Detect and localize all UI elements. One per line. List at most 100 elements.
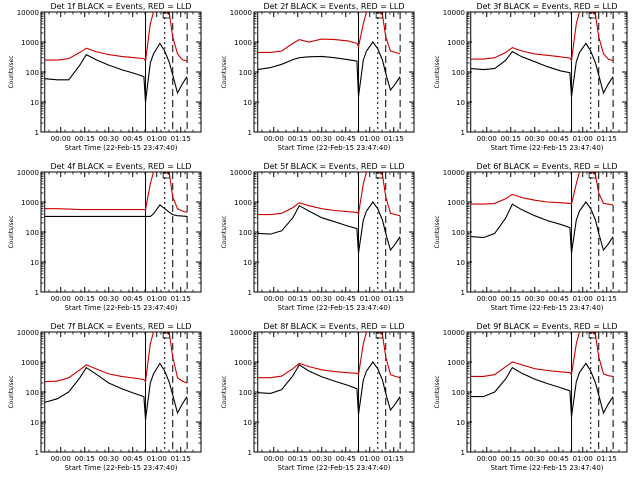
x-axis-label: Start Time (22-Feb-15 23:47:40) (64, 464, 177, 472)
series-line-lld (44, 172, 188, 213)
chart-title: Det 9f BLACK = Events, RED = LLD (476, 322, 617, 331)
y-tick-label: 10000 (443, 329, 465, 337)
x-tick-label: 00:15 (288, 455, 308, 463)
y-tick-label: 10 (456, 419, 465, 427)
chart-panel-9: Det 9f BLACK = Events, RED = LLD 1 10 100 10… (434, 322, 628, 472)
y-tick-label: 1000 (447, 39, 465, 47)
x-tick-label: 01:00 (360, 455, 380, 463)
plot-frame (253, 331, 415, 453)
y-tick-label: 1 (461, 129, 465, 137)
x-tick-label: 00:45 (549, 295, 569, 303)
x-axis-label: Start Time (22-Feb-15 23:47:40) (64, 144, 177, 152)
y-tick-label: 1 (35, 449, 39, 457)
x-axis-label: Start Time (22-Feb-15 23:47:40) (277, 464, 390, 472)
series-line-events (44, 362, 188, 420)
y-tick-label: 1000 (21, 359, 39, 367)
y-tick-label: 1 (248, 449, 252, 457)
y-tick-label: 1000 (234, 359, 252, 367)
x-tick-label: 00:45 (549, 135, 569, 143)
y-tick-label: 10 (30, 419, 39, 427)
chart-panel-4: Det 4f BLACK = Events, RED = LLD 1 10 100 10… (8, 162, 202, 312)
y-axis-label: Counts/sec (434, 215, 441, 248)
plot-frame (466, 171, 628, 293)
y-tick-label: 100 (239, 229, 252, 237)
x-tick-label: 01:15 (171, 455, 191, 463)
y-tick-label: 10000 (230, 329, 252, 337)
y-tick-label: 10000 (17, 9, 39, 17)
y-axis-label: Counts/sec (8, 215, 15, 248)
chart-panel-6: Det 6f BLACK = Events, RED = LLD 1 10 100 10… (434, 162, 628, 312)
x-tick-label: 00:00 (264, 295, 284, 303)
y-tick-label: 10000 (230, 9, 252, 17)
chart-title: Det 8f BLACK = Events, RED = LLD (263, 322, 404, 331)
y-tick-label: 10000 (443, 169, 465, 177)
x-tick-label: 01:15 (171, 295, 191, 303)
x-tick-label: 00:15 (501, 135, 521, 143)
x-tick-label: 01:15 (597, 295, 617, 303)
series-line-events (44, 42, 188, 103)
x-axis-label: Start Time (22-Feb-15 23:47:40) (490, 144, 603, 152)
y-tick-label: 1 (35, 289, 39, 297)
y-axis-label: Counts/sec (8, 375, 15, 408)
x-axis-label: Start Time (22-Feb-15 23:47:40) (277, 304, 390, 312)
x-tick-label: 00:00 (477, 135, 497, 143)
x-tick-label: 00:30 (312, 135, 332, 143)
chart-title: Det 4f BLACK = Events, RED = LLD (50, 162, 191, 171)
x-tick-label: 01:00 (147, 455, 167, 463)
y-tick-label: 100 (26, 229, 39, 237)
series-line-events (257, 361, 401, 415)
x-axis-label: Start Time (22-Feb-15 23:47:40) (490, 464, 603, 472)
y-tick-label: 10 (456, 99, 465, 107)
series-line-events (470, 362, 614, 417)
y-tick-label: 10000 (17, 169, 39, 177)
x-tick-label: 01:00 (147, 295, 167, 303)
chart-panel-2: Det 2f BLACK = Events, RED = LLD 1 10 100 10… (221, 2, 415, 152)
y-axis-label: Counts/sec (221, 215, 228, 248)
series-line-events (44, 204, 188, 217)
series-line-events (257, 201, 401, 254)
x-tick-label: 00:30 (525, 295, 545, 303)
x-tick-label: 00:30 (525, 455, 545, 463)
x-tick-label: 00:30 (99, 455, 119, 463)
x-tick-label: 01:15 (597, 135, 617, 143)
series-line-events (470, 201, 614, 254)
y-tick-label: 1000 (21, 199, 39, 207)
y-tick-label: 100 (239, 69, 252, 77)
y-tick-label: 10000 (17, 329, 39, 337)
y-tick-label: 100 (452, 389, 465, 397)
plot-frame (253, 11, 415, 133)
y-tick-label: 100 (26, 69, 39, 77)
y-tick-label: 1 (461, 289, 465, 297)
x-tick-label: 01:15 (171, 135, 191, 143)
y-tick-label: 10000 (443, 9, 465, 17)
y-tick-label: 1000 (234, 199, 252, 207)
y-tick-label: 10 (243, 419, 252, 427)
series-line-lld (257, 332, 401, 379)
y-tick-label: 100 (452, 69, 465, 77)
x-tick-label: 00:45 (336, 295, 356, 303)
x-tick-label: 01:00 (360, 135, 380, 143)
chart-title: Det 3f BLACK = Events, RED = LLD (476, 2, 617, 11)
y-tick-label: 100 (239, 389, 252, 397)
series-line-lld (44, 12, 188, 63)
x-tick-label: 00:00 (477, 455, 497, 463)
y-tick-label: 10 (243, 99, 252, 107)
chart-panel-5: Det 5f BLACK = Events, RED = LLD 1 10 100 10… (221, 162, 415, 312)
y-tick-label: 10 (30, 259, 39, 267)
y-tick-label: 1 (248, 129, 252, 137)
y-tick-label: 1000 (447, 199, 465, 207)
chart-panel-8: Det 8f BLACK = Events, RED = LLD 1 10 100 10… (221, 322, 415, 472)
y-axis-label: Counts/sec (434, 375, 441, 408)
plot-frame (466, 11, 628, 133)
x-tick-label: 00:45 (336, 135, 356, 143)
x-tick-label: 01:00 (573, 135, 593, 143)
x-tick-label: 00:30 (99, 295, 119, 303)
x-tick-label: 00:15 (75, 135, 95, 143)
y-tick-label: 1 (35, 129, 39, 137)
x-tick-label: 00:00 (51, 455, 71, 463)
x-tick-label: 00:45 (336, 455, 356, 463)
x-tick-label: 00:15 (501, 295, 521, 303)
series-line-lld (470, 12, 614, 63)
series-line-lld (257, 172, 401, 217)
x-tick-label: 00:45 (123, 135, 143, 143)
